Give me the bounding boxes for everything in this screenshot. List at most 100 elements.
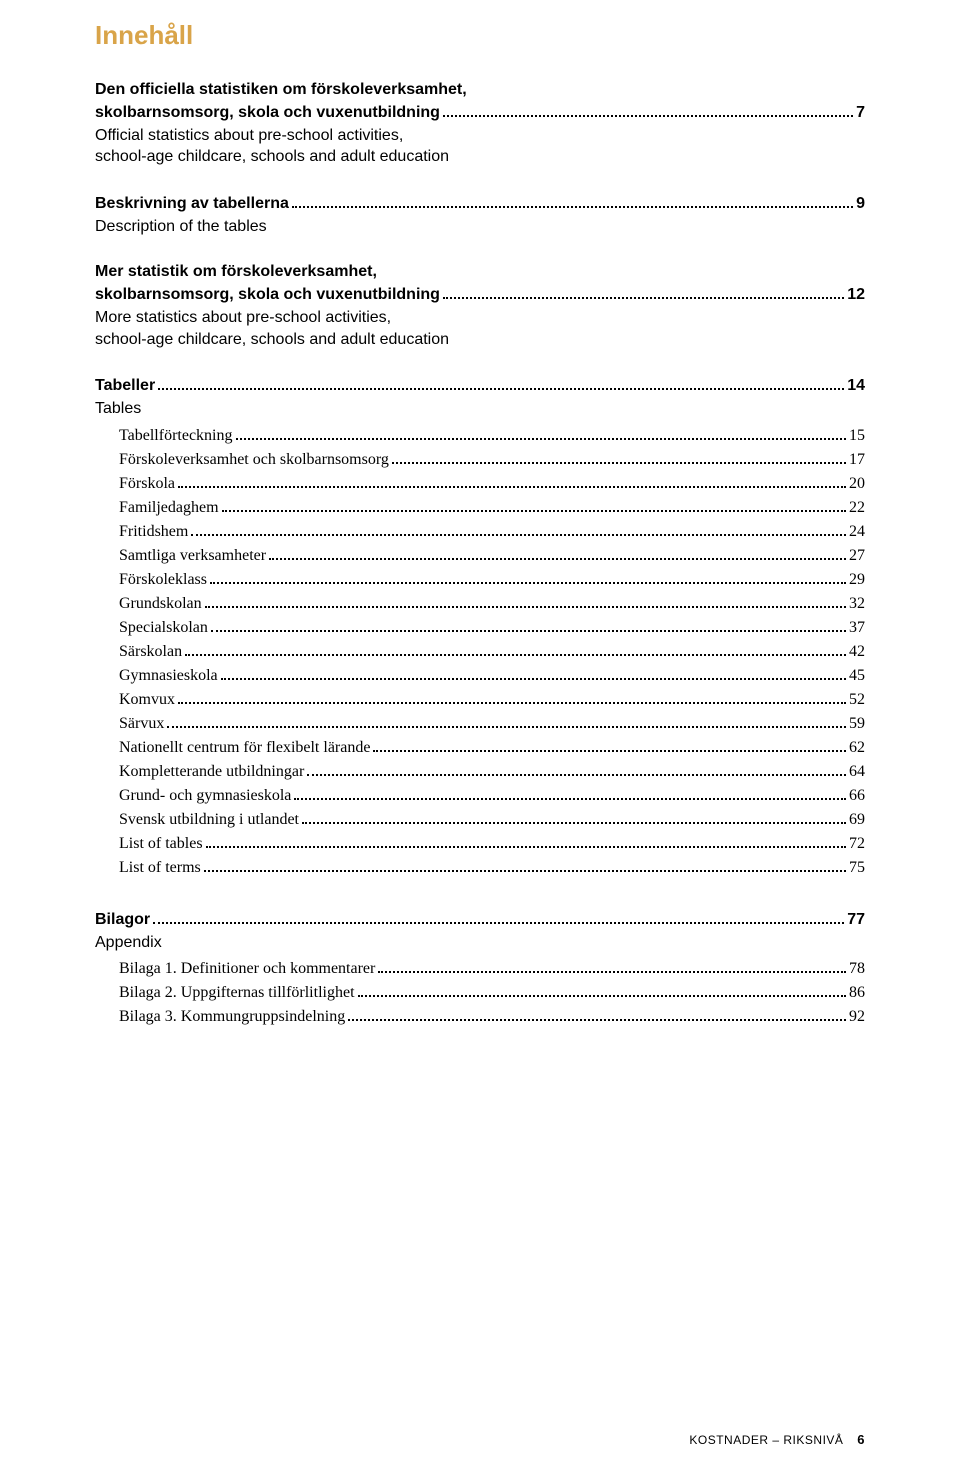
toc-label: Särvux <box>119 712 164 736</box>
section-heading: Den officiella statistiken om förskoleve… <box>95 79 865 101</box>
toc-leader <box>221 667 846 680</box>
footer-label: KOSTNADER – RIKSNIVÅ <box>689 1433 843 1447</box>
toc-page-number: 22 <box>849 496 865 520</box>
toc-entry: skolbarnsomsorg, skola och vuxenutbildni… <box>95 101 865 125</box>
toc-entry: Komvux 52 <box>95 688 865 712</box>
toc-page-number: 45 <box>849 664 865 688</box>
toc-label: List of terms <box>119 856 201 880</box>
toc-entry: Förskola20 <box>95 472 865 496</box>
toc-page-number: 77 <box>847 908 865 932</box>
toc-label: Tabeller <box>95 374 155 398</box>
toc-entry: Fritidshem 24 <box>95 520 865 544</box>
toc-entry: Samtliga verksamheter27 <box>95 544 865 568</box>
toc-leader <box>373 739 846 752</box>
toc-leader <box>294 787 846 800</box>
toc-label: Nationellt centrum för flexibelt lärande <box>119 736 370 760</box>
toc-leader <box>443 104 853 117</box>
toc-label: Förskoleklass <box>119 568 207 592</box>
toc-entry: Nationellt centrum för flexibelt lärande… <box>95 736 865 760</box>
toc-page-number: 12 <box>847 283 865 307</box>
toc-page-number: 24 <box>849 520 865 544</box>
toc-leader <box>185 643 846 656</box>
toc-leader <box>153 911 844 924</box>
toc-leader <box>211 619 846 632</box>
toc-leader <box>443 286 844 299</box>
toc-entry: Särskolan 42 <box>95 640 865 664</box>
toc-leader <box>269 547 846 560</box>
toc-section-tabeller: Tabeller 14 Tables <box>95 374 865 420</box>
toc-page-number: 78 <box>849 957 865 981</box>
sub-line1: Official statistics about pre-school act… <box>95 127 403 144</box>
sub-line1: More statistics about pre-school activit… <box>95 309 391 326</box>
toc-section: Mer statistik om förskoleverksamhet, sko… <box>95 261 865 350</box>
toc-page-number: 66 <box>849 784 865 808</box>
toc-section: Beskrivning av tabellerna 9 Description … <box>95 192 865 238</box>
toc-page-number: 20 <box>849 472 865 496</box>
toc-page-number: 92 <box>849 1005 865 1029</box>
toc-leader <box>205 595 846 608</box>
toc-entry: List of terms75 <box>95 856 865 880</box>
toc-label: skolbarnsomsorg, skola och vuxenutbildni… <box>95 101 440 125</box>
toc-leader <box>307 763 846 776</box>
section-heading: Mer statistik om förskoleverksamhet, <box>95 261 865 283</box>
section-title-line1: Mer statistik om förskoleverksamhet, <box>95 263 377 280</box>
toc-leader <box>222 499 846 512</box>
toc-leader <box>178 475 846 488</box>
toc-leader <box>358 985 846 998</box>
toc-entry: Bilaga 2. Uppgifternas tillförlitlighet8… <box>95 981 865 1005</box>
toc-entry: Familjedaghem 22 <box>95 496 865 520</box>
toc-label: Gymnasieskola <box>119 664 218 688</box>
section-subtitle: More statistics about pre-school activit… <box>95 307 865 350</box>
toc-leader <box>292 195 853 208</box>
toc-leader <box>178 691 846 704</box>
toc-entry: Svensk utbildning i utlandet69 <box>95 808 865 832</box>
toc-entry: Särvux 59 <box>95 712 865 736</box>
toc-page-number: 37 <box>849 616 865 640</box>
toc-entry: Bilagor 77 <box>95 908 865 932</box>
sub-line2: school-age childcare, schools and adult … <box>95 148 449 165</box>
toc-entry: Specialskolan37 <box>95 616 865 640</box>
toc-label: Bilaga 2. Uppgifternas tillförlitlighet <box>119 981 355 1005</box>
toc-label: Fritidshem <box>119 520 188 544</box>
toc-page-number: 7 <box>856 101 865 125</box>
toc-page-number: 32 <box>849 592 865 616</box>
toc-leader <box>206 835 846 848</box>
footer-page-number: 6 <box>857 1432 865 1447</box>
toc-leader <box>392 451 846 464</box>
toc-page-number: 14 <box>847 374 865 398</box>
toc-page-number: 62 <box>849 736 865 760</box>
toc-label: Grundskolan <box>119 592 202 616</box>
toc-page-number: 64 <box>849 760 865 784</box>
toc-page-number: 29 <box>849 568 865 592</box>
toc-leader <box>378 961 846 974</box>
toc-label: Särskolan <box>119 640 182 664</box>
toc-page-number: 59 <box>849 712 865 736</box>
toc-page-number: 52 <box>849 688 865 712</box>
toc-label: List of tables <box>119 832 203 856</box>
toc-label: Bilaga 1. Definitioner och kommentarer <box>119 957 375 981</box>
toc-label: Bilaga 3. Kommungruppsindelning <box>119 1005 345 1029</box>
toc-entry: List of tables72 <box>95 832 865 856</box>
toc-leader <box>236 427 847 440</box>
section-title-line1: Den officiella statistiken om förskoleve… <box>95 81 467 98</box>
toc-page-number: 15 <box>849 424 865 448</box>
toc-label: Komvux <box>119 688 175 712</box>
section-subtitle: Official statistics about pre-school act… <box>95 125 865 168</box>
toc-label: Beskrivning av tabellerna <box>95 192 289 216</box>
toc-entry: Gymnasieskola 45 <box>95 664 865 688</box>
section-subtitle: Appendix <box>95 932 865 954</box>
bilagor-list: Bilaga 1. Definitioner och kommentarer 78… <box>95 957 865 1029</box>
toc-leader <box>204 859 846 872</box>
toc-entry: Bilaga 3. Kommungruppsindelning 92 <box>95 1005 865 1029</box>
toc-entry: skolbarnsomsorg, skola och vuxenutbildni… <box>95 283 865 307</box>
toc-label: Bilagor <box>95 908 150 932</box>
toc-page-number: 9 <box>856 192 865 216</box>
toc-entry: Grund- och gymnasieskola66 <box>95 784 865 808</box>
toc-leader <box>167 715 846 728</box>
toc-page-number: 42 <box>849 640 865 664</box>
toc-label: Familjedaghem <box>119 496 219 520</box>
toc-entry: Beskrivning av tabellerna 9 <box>95 192 865 216</box>
toc-label: Svensk utbildning i utlandet <box>119 808 299 832</box>
toc-entry: Tabeller 14 <box>95 374 865 398</box>
toc-label: Kompletterande utbildningar <box>119 760 304 784</box>
